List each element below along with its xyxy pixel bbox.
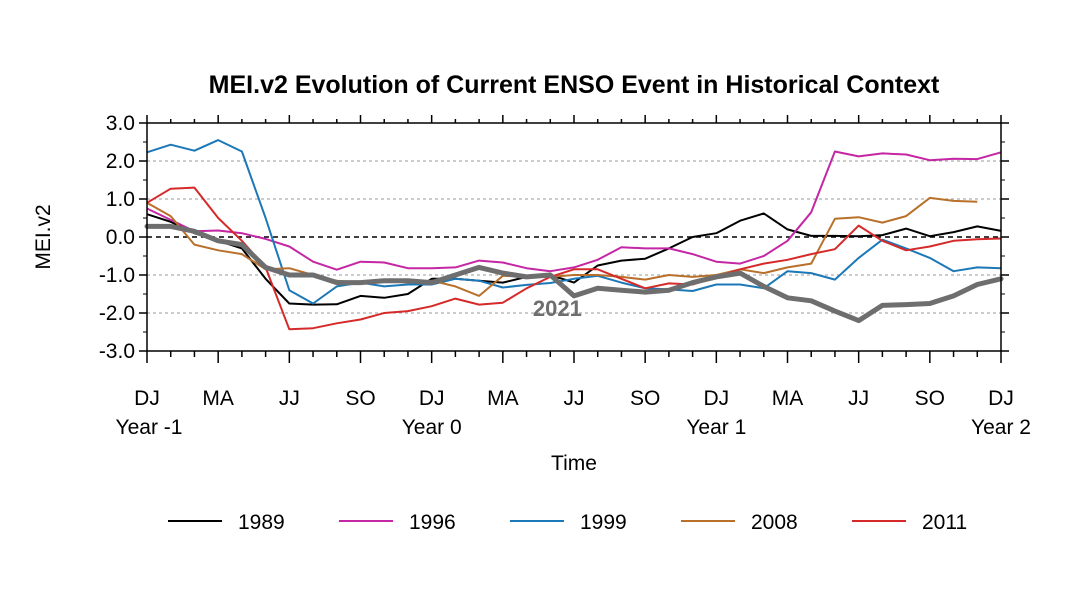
- series-line-2008: [146, 196, 978, 297]
- x-tick-label: MA: [772, 387, 804, 410]
- series-line-2021: [144, 223, 1004, 324]
- y-tick-label: 3.0: [106, 112, 135, 135]
- legend-label-2008: 2008: [751, 511, 798, 534]
- series-line-1999: [146, 139, 1002, 305]
- legend-label-1999: 1999: [580, 511, 627, 534]
- legend-label-2011: 2011: [922, 511, 967, 534]
- x-axis-label: Time: [551, 452, 597, 475]
- x-tick-label: DJ: [134, 387, 160, 410]
- x-tick-label: SO: [345, 387, 375, 410]
- x-tick-label: JJ: [279, 387, 300, 410]
- y-tick-label: 2.0: [106, 150, 135, 173]
- y-tick-label: 0.0: [106, 226, 135, 249]
- y-tick-label: -1.0: [99, 264, 135, 287]
- series-line-1989: [146, 212, 1002, 306]
- x-tick-label: SO: [630, 387, 660, 410]
- x-tick-label: MA: [487, 387, 519, 410]
- highlight-series: 2021: [144, 223, 1004, 324]
- x-tick-label: DJ: [419, 387, 445, 410]
- x-tick-label: DJ: [703, 387, 729, 410]
- legend: 1989 1996 1999 2008 2011: [168, 511, 967, 534]
- x-year-label: Year 0: [402, 416, 462, 439]
- x-year-label: Year 1: [686, 416, 746, 439]
- x-tick-label: DJ: [988, 387, 1014, 410]
- y-tick-label: 1.0: [106, 188, 135, 211]
- x-tick-label: JJ: [848, 387, 869, 410]
- x-year-label: Year -1: [116, 416, 183, 439]
- x-tick-label: SO: [915, 387, 945, 410]
- legend-label-1989: 1989: [238, 511, 285, 534]
- highlight-label: 2021: [533, 296, 582, 321]
- series-lines: [146, 139, 1002, 331]
- y-tick-label: -2.0: [99, 302, 135, 325]
- x-year-label: Year 2: [971, 416, 1031, 439]
- y-axis-label: MEI.v2: [32, 204, 55, 269]
- series-line-2011: [146, 186, 1002, 331]
- y-axis-ticks: 3.0 2.0 1.0 0.0 -1.0 -2.0 -3.0: [99, 112, 1009, 363]
- series-line-1996: [146, 150, 1002, 273]
- x-axis-ticks: DJ Year -1 MA JJ SO DJ Year 0 MA JJ SO DJ Year 1 MA J…: [116, 115, 1031, 439]
- chart-title: MEI.v2 Evolution of Current ENSO Event i…: [209, 71, 940, 99]
- x-tick-label: JJ: [564, 387, 585, 410]
- legend-label-1996: 1996: [409, 511, 456, 534]
- x-tick-label: MA: [202, 387, 234, 410]
- y-tick-label: -3.0: [99, 340, 135, 363]
